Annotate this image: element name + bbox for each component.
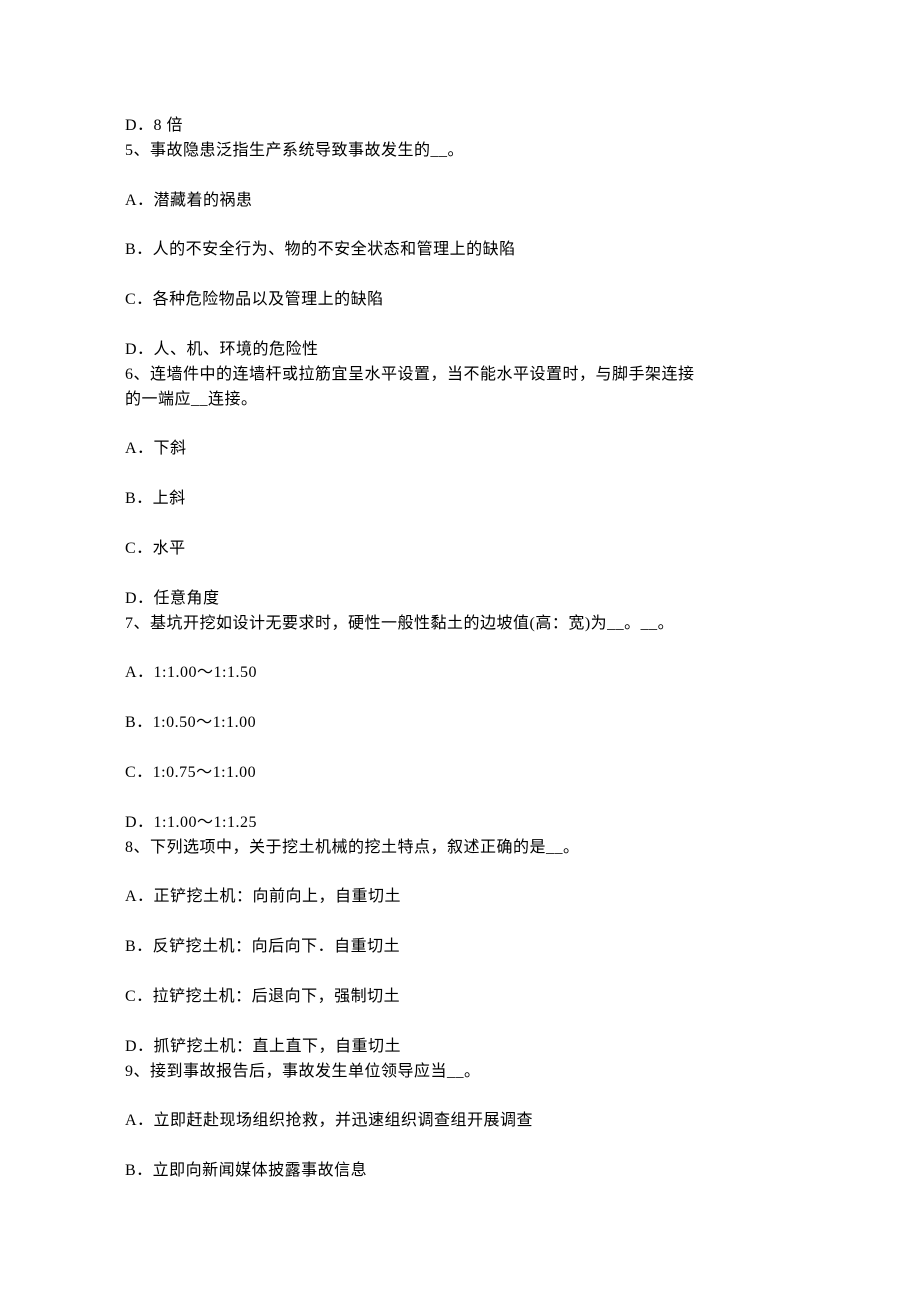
spacer bbox=[125, 213, 795, 238]
q6-option-a: A．下斜 bbox=[125, 437, 795, 462]
q7-stem: 7、基坑开挖如设计无要求时，硬性一般性黏土的边坡值(高：宽)为__。__。 bbox=[125, 612, 795, 637]
spacer bbox=[125, 636, 795, 661]
spacer bbox=[125, 686, 795, 711]
spacer bbox=[125, 512, 795, 537]
q5-option-b: B．人的不安全行为、物的不安全状态和管理上的缺陷 bbox=[125, 238, 795, 263]
q6-option-c: C．水平 bbox=[125, 537, 795, 562]
q5-option-d: D．人、机、环境的危险性 bbox=[125, 338, 795, 363]
q8-option-a: A．正铲挖土机：向前向上，自重切土 bbox=[125, 885, 795, 910]
spacer bbox=[125, 462, 795, 487]
q8-option-b: B．反铲挖土机：向后向下．自重切土 bbox=[125, 935, 795, 960]
spacer bbox=[125, 1010, 795, 1035]
q8-option-c: C．拉铲挖土机：后退向下，强制切土 bbox=[125, 985, 795, 1010]
q8-option-d: D．抓铲挖土机：直上直下，自重切土 bbox=[125, 1035, 795, 1060]
spacer bbox=[125, 412, 795, 437]
q7-option-b: B．1:0.50～1:1.00 bbox=[125, 711, 795, 736]
q5-option-a: A．潜藏着的祸患 bbox=[125, 189, 795, 214]
spacer bbox=[125, 1134, 795, 1159]
spacer bbox=[125, 960, 795, 985]
spacer bbox=[125, 164, 795, 189]
q5-stem: 5、事故隐患泛指生产系统导致事故发生的__。 bbox=[125, 139, 795, 164]
q6-stem-line2: 的一端应__连接。 bbox=[125, 388, 795, 413]
q9-option-a: A．立即赶赴现场组织抢救，并迅速组织调查组开展调查 bbox=[125, 1109, 795, 1134]
q9-option-b: B．立即向新闻媒体披露事故信息 bbox=[125, 1159, 795, 1184]
q6-stem-line1: 6、连墙件中的连墙杆或拉筋宜呈水平设置，当不能水平设置时，与脚手架连接 bbox=[125, 363, 795, 388]
spacer bbox=[125, 860, 795, 885]
q9-stem: 9、接到事故报告后，事故发生单位领导应当__。 bbox=[125, 1060, 795, 1085]
spacer bbox=[125, 313, 795, 338]
q6-option-d: D．任意角度 bbox=[125, 587, 795, 612]
spacer bbox=[125, 786, 795, 811]
q4-option-d: D．8 倍 bbox=[125, 114, 795, 139]
spacer bbox=[125, 263, 795, 288]
spacer bbox=[125, 736, 795, 761]
q7-option-d: D．1:1.00～1:1.25 bbox=[125, 811, 795, 836]
q7-option-c: C．1:0.75～1:1.00 bbox=[125, 761, 795, 786]
q5-option-c: C．各种危险物品以及管理上的缺陷 bbox=[125, 288, 795, 313]
q6-option-b: B．上斜 bbox=[125, 487, 795, 512]
q8-stem: 8、下列选项中，关于挖土机械的挖土特点，叙述正确的是__。 bbox=[125, 836, 795, 861]
spacer bbox=[125, 1084, 795, 1109]
spacer bbox=[125, 910, 795, 935]
q7-option-a: A．1:1.00～1:1.50 bbox=[125, 661, 795, 686]
spacer bbox=[125, 562, 795, 587]
